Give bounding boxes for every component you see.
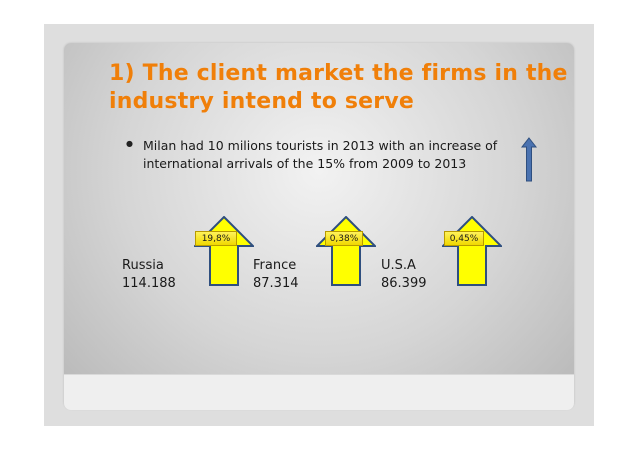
country-name-russia: Russia xyxy=(122,258,164,273)
bullet-marker: ● xyxy=(126,139,133,148)
slide-panel xyxy=(64,43,574,409)
slide-footer xyxy=(64,374,574,410)
growth-badge-usa: 0,45% xyxy=(444,231,484,246)
country-value-usa: 86.399 xyxy=(381,276,427,291)
country-name-usa: U.S.A xyxy=(381,258,416,273)
up-arrow-icon xyxy=(442,216,502,286)
growth-badge-france: 0,38% xyxy=(325,231,363,246)
country-value-russia: 114.188 xyxy=(122,276,176,291)
growth-badge-russia: 19,8% xyxy=(195,231,237,246)
up-arrow-icon xyxy=(194,216,254,286)
country-value-france: 87.314 xyxy=(253,276,299,291)
country-name-france: France xyxy=(253,258,297,273)
bullet-text: Milan had 10 milions tourists in 2013 wi… xyxy=(143,138,498,171)
slide-title: 1) The client market the firms in the in… xyxy=(109,61,568,114)
thin-up-arrow-icon xyxy=(520,137,538,182)
up-arrow-icon xyxy=(316,216,376,286)
